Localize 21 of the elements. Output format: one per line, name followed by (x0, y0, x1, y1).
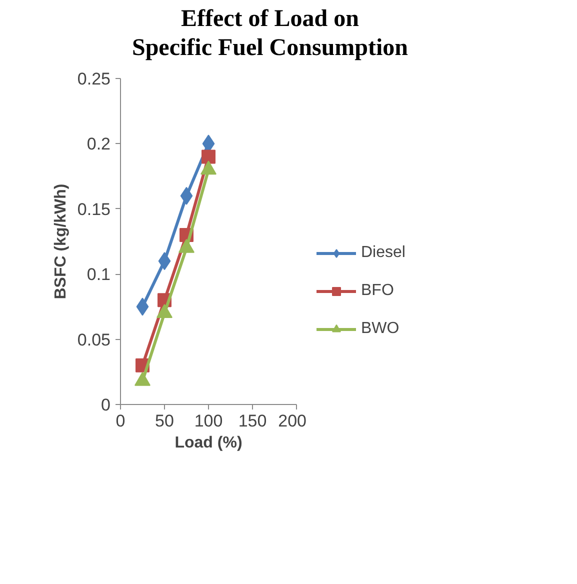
x-tick-label: 100 (194, 411, 223, 430)
y-tick-label: 0.1 (86, 264, 111, 284)
x-tick-label: 0 (116, 411, 126, 430)
y-tick-label: 0.25 (77, 69, 111, 88)
point (136, 297, 149, 316)
x-tick-label: 50 (155, 411, 174, 430)
y-tick-label: 0.15 (77, 199, 111, 218)
point (158, 252, 171, 270)
x-tick-label: 150 (238, 411, 267, 430)
legend-label: BWO (361, 320, 400, 338)
point (202, 149, 216, 164)
legend-label: BFO (361, 282, 394, 300)
chart-title: Effect of Load on Specific Fuel Consumption (132, 5, 408, 63)
legend-label: Diesel (361, 244, 406, 262)
y-tick-label: 0.05 (77, 330, 111, 349)
x-tick-label: 200 (278, 411, 307, 430)
point (180, 186, 193, 204)
y-tick-label: 0 (101, 395, 111, 414)
y-tick-label: 0.2 (86, 134, 111, 154)
x-axis-title: Load (%) (174, 434, 242, 452)
y-axis-title: BSFC (kg/kWh) (52, 183, 70, 299)
